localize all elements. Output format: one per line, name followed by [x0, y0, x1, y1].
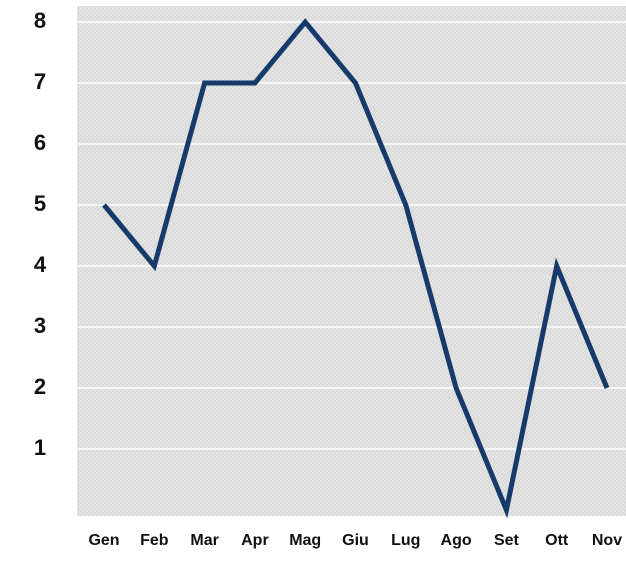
x-tick-label: Giu	[342, 532, 369, 549]
y-tick-label: 2	[34, 374, 46, 399]
y-tick-label: 5	[34, 191, 46, 216]
x-tick-label: Nov	[592, 532, 622, 549]
x-tick-label: Ott	[545, 532, 569, 549]
line-series	[102, 18, 610, 519]
y-tick-label: 1	[34, 435, 46, 460]
y-tick-label: 3	[34, 313, 46, 338]
plot-area	[78, 6, 626, 516]
x-tick-label: Apr	[241, 532, 269, 549]
x-tick-label: Mag	[289, 532, 321, 549]
y-tick-label: 6	[34, 130, 46, 155]
y-tick-label: 4	[34, 252, 47, 277]
x-tick-label: Gen	[88, 532, 119, 549]
x-tick-label: Set	[494, 532, 520, 549]
y-tick-label: 8	[34, 8, 46, 33]
x-tick-label: Mar	[190, 532, 218, 549]
x-tick-label: Feb	[140, 532, 169, 549]
x-tick-label: Ago	[441, 532, 472, 549]
y-tick-label: 7	[34, 69, 46, 94]
x-tick-label: Lug	[391, 532, 420, 549]
